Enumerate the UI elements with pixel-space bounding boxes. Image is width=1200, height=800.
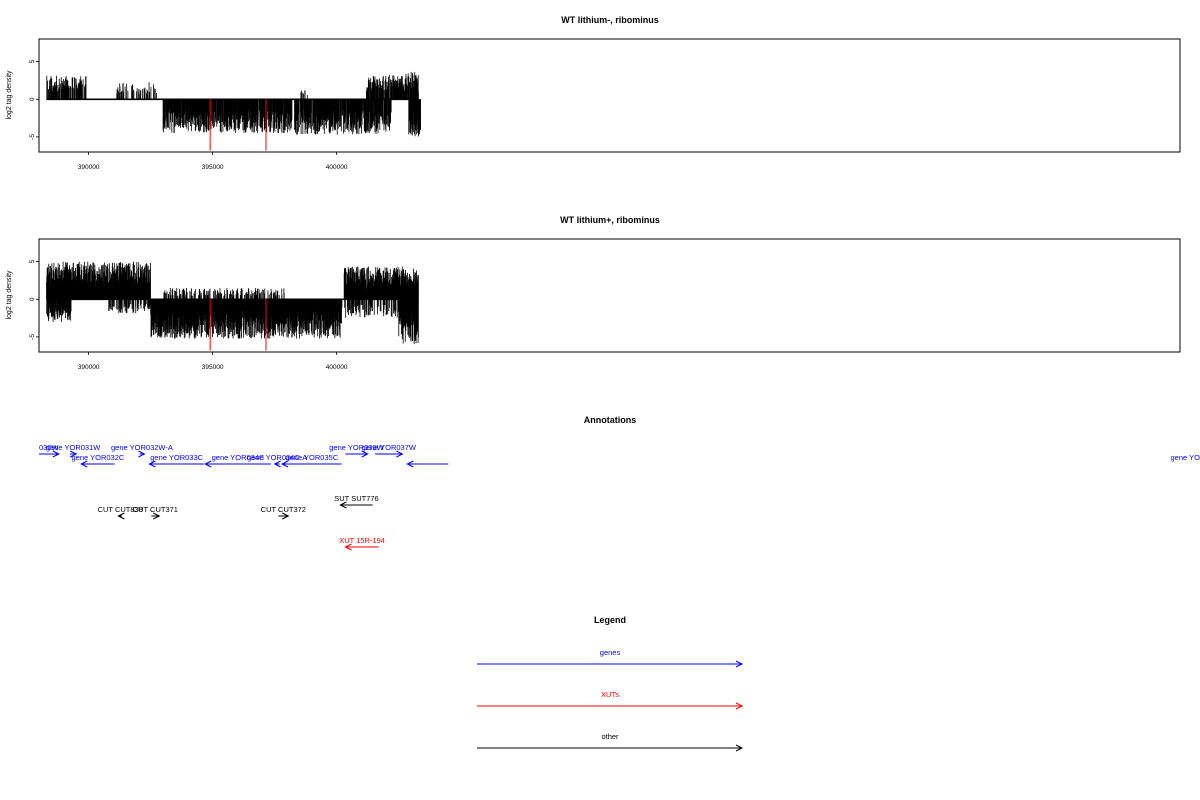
annotation-arrow-head: [204, 460, 212, 468]
annotation-label: CUT CUT371: [133, 505, 178, 514]
y-tick-label: 5: [29, 59, 36, 63]
coverage-bars: [46, 261, 419, 351]
y-tick-label: 0: [29, 297, 36, 301]
y-tick-label: 5: [29, 259, 36, 263]
legend-label: XUTs: [601, 690, 619, 699]
x-tick-label: 395000: [202, 164, 224, 171]
annotation-label: gene YOR035C: [285, 453, 338, 462]
annotation-arrow-head: [69, 450, 78, 458]
legend-label: other: [601, 732, 619, 741]
legend: Legend genes XUTs other: [477, 615, 744, 752]
y-tick-label: -5: [29, 134, 36, 140]
annotation-arrow-head: [153, 512, 161, 520]
annotation-label: CUT CUT838: [98, 505, 143, 514]
coverage-panel-lithium-plus: WT lithium+, ribominus log2 tag density …: [6, 215, 1181, 371]
y-axis-label: log2 tag density: [6, 270, 13, 320]
y-axis-label: log2 tag density: [6, 70, 13, 120]
annotation-arrow-head: [280, 460, 289, 468]
coverage-panel-lithium-minus: WT lithium-, ribominus log2 tag density …: [6, 15, 1181, 171]
x-tick-label: 400000: [326, 164, 348, 171]
annotation-label: gene YOR032C: [71, 453, 124, 462]
annotation-label: gene YOR037W: [361, 443, 416, 452]
axis-ticks: 390000 395000 400000 5 0 -5: [29, 59, 348, 171]
annotation-arrow-head: [52, 450, 60, 458]
x-tick-label: 395000: [202, 364, 224, 371]
annotation-label: XUT 15R-194: [339, 536, 385, 545]
legend-title: Legend: [594, 615, 626, 625]
annotation-label: gene YOR036W: [329, 443, 384, 452]
annotation-arrow-head: [339, 501, 347, 509]
panel-title: WT lithium+, ribominus: [560, 215, 660, 225]
axis-ticks: 390000 395000 400000 5 0 -5: [29, 259, 348, 371]
legend-items: genes XUTs other: [477, 648, 744, 752]
annotation-arrow-head: [148, 460, 156, 468]
annotation-arrow-head: [361, 450, 369, 458]
annotation-label: gene YOR032W-A: [111, 443, 173, 452]
annotation-label: gene YOR034C-A: [247, 453, 307, 462]
annotation-arrow-head: [406, 460, 414, 468]
coverage-bars: [46, 71, 421, 151]
y-tick-label: 0: [29, 97, 36, 101]
y-tick-label: -5: [29, 334, 36, 340]
annotation-arrow-head: [80, 460, 88, 468]
annotation-arrow-head: [344, 543, 352, 551]
annotation-label: SUT SUT776: [334, 494, 378, 503]
x-tick-label: 390000: [78, 164, 100, 171]
annotation-arrow-head: [117, 512, 125, 520]
annotation-label: gene YOR031W: [46, 443, 101, 452]
annotation-label: gene YOR034C: [212, 453, 265, 462]
plot-frame: [38, 238, 1181, 353]
annotation-arrow-head: [273, 460, 281, 468]
annotation-arrow-head: [138, 450, 146, 458]
annotation-label: CUT CUT372: [261, 505, 306, 514]
legend-arrow-head: [735, 744, 744, 752]
annotation-label: gene YO: [1171, 453, 1200, 462]
plot-frame: [38, 38, 1181, 153]
legend-arrow-head: [735, 660, 744, 668]
legend-label: genes: [600, 648, 621, 657]
annotation-arrow-head: [396, 450, 404, 458]
x-tick-label: 400000: [326, 364, 348, 371]
panel-title: WT lithium-, ribominus: [561, 15, 659, 25]
annotation-arrow-head: [282, 512, 290, 520]
annotations-title: Annotations: [584, 415, 637, 425]
annotation-label: 030W: [39, 443, 60, 452]
annotation-label: gene YOR033C: [150, 453, 203, 462]
x-tick-label: 390000: [78, 364, 100, 371]
legend-arrow-head: [735, 702, 744, 710]
